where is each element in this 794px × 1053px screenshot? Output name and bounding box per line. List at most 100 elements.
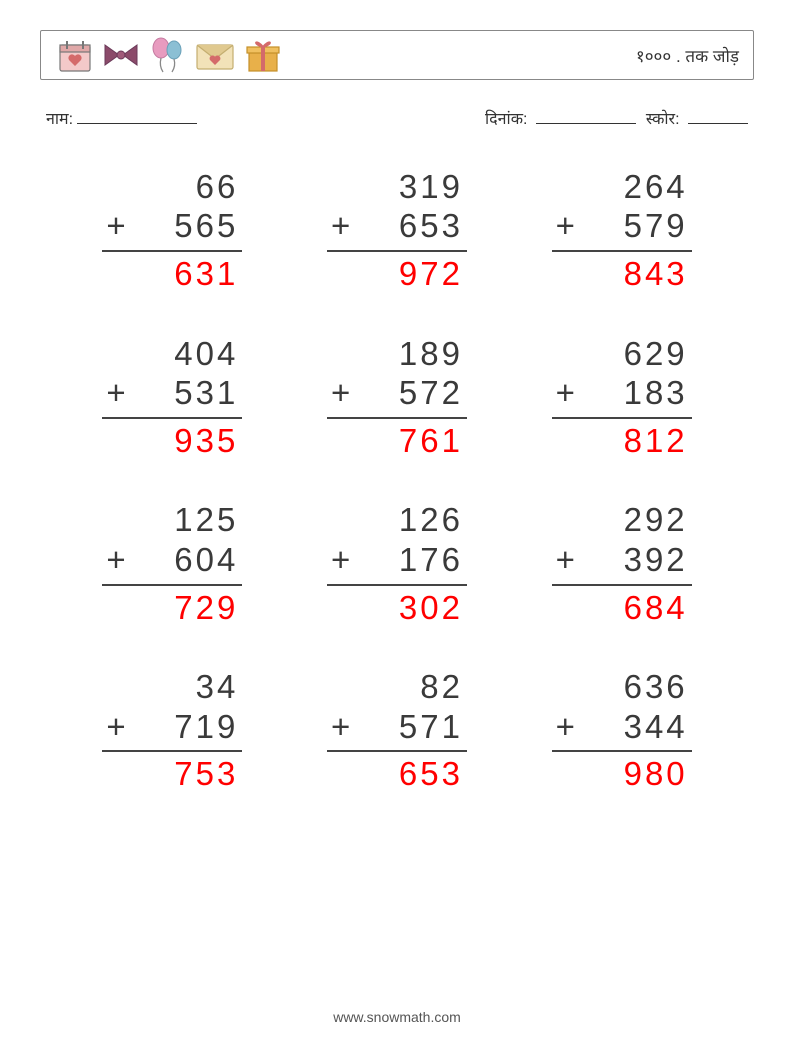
problem: 264+579843 [552, 167, 692, 294]
worksheet-title: १००० . तक जोड़ [636, 44, 739, 67]
operator: + [106, 206, 128, 246]
date-blank[interactable] [536, 106, 636, 124]
operator: + [556, 206, 578, 246]
problem: 34+719 753 [102, 667, 242, 794]
rule-line [552, 750, 692, 752]
addend-b: 344 [624, 708, 688, 745]
rule-line [327, 584, 467, 586]
operator: + [331, 373, 353, 413]
problem: 126+176 302 [327, 500, 467, 627]
addend-b-row: +176 [327, 540, 467, 580]
addend-a: 404 [102, 334, 242, 374]
addend-a: 82 [327, 667, 467, 707]
addend-b: 579 [624, 207, 688, 244]
operator: + [106, 373, 128, 413]
problem: 189+572 761 [327, 334, 467, 461]
name-label: नाम: [46, 107, 73, 129]
addend-a: 66 [102, 167, 242, 207]
addend-a: 34 [102, 667, 242, 707]
answer: 753 [102, 754, 242, 794]
problem: 636+344 980 [552, 667, 692, 794]
addend-b-row: +531 [102, 373, 242, 413]
rule-line [552, 250, 692, 252]
answer: 980 [552, 754, 692, 794]
problem: 319+653 972 [327, 167, 467, 294]
balloons-icon [147, 35, 187, 75]
rule-line [327, 250, 467, 252]
problem: 125+604 729 [102, 500, 242, 627]
rule-line [102, 417, 242, 419]
addend-a: 292 [552, 500, 692, 540]
problem: 292+392 684 [552, 500, 692, 627]
addend-b: 572 [399, 374, 463, 411]
addend-b: 183 [624, 374, 688, 411]
addend-b-row: +653 [327, 206, 467, 246]
score-field: स्कोर: [646, 106, 748, 129]
addend-b: 653 [399, 207, 463, 244]
gift-icon [243, 35, 283, 75]
problem: 629+183 812 [552, 334, 692, 461]
operator: + [556, 540, 578, 580]
addend-a: 126 [327, 500, 467, 540]
addend-a: 629 [552, 334, 692, 374]
operator: + [556, 707, 578, 747]
date-label: दिनांक: [485, 111, 527, 128]
date-field: दिनांक: [485, 106, 636, 129]
addend-b: 565 [174, 207, 238, 244]
envelope-heart-icon [193, 35, 237, 75]
problem: 66+565 631 [102, 167, 242, 294]
addend-b: 531 [174, 374, 238, 411]
answer: 935 [102, 421, 242, 461]
rule-line [102, 250, 242, 252]
addend-b-row: +579 [552, 206, 692, 246]
header-box: १००० . तक जोड़ [40, 30, 754, 80]
operator: + [106, 707, 128, 747]
rule-line [327, 750, 467, 752]
addend-a: 319 [327, 167, 467, 207]
addend-b: 719 [174, 708, 238, 745]
meta-row: नाम: दिनांक: स्कोर: [40, 106, 754, 137]
problem: 404+531 935 [102, 334, 242, 461]
operator: + [106, 540, 128, 580]
addend-b: 176 [399, 541, 463, 578]
answer: 631 [102, 254, 242, 294]
footer-url: www.snowmath.com [0, 1009, 794, 1025]
operator: + [331, 206, 353, 246]
addend-b-row: +392 [552, 540, 692, 580]
name-field: नाम: [46, 106, 197, 129]
addend-b-row: +183 [552, 373, 692, 413]
rule-line [552, 417, 692, 419]
answer: 729 [102, 588, 242, 628]
addend-b-row: +572 [327, 373, 467, 413]
addend-a: 189 [327, 334, 467, 374]
addend-a: 125 [102, 500, 242, 540]
bow-icon [101, 35, 141, 75]
addend-b: 604 [174, 541, 238, 578]
answer: 302 [327, 588, 467, 628]
addend-b: 571 [399, 708, 463, 745]
addend-b-row: +565 [102, 206, 242, 246]
answer: 761 [327, 421, 467, 461]
addend-a: 636 [552, 667, 692, 707]
worksheet-page: १००० . तक जोड़ नाम: दिनांक: स्कोर: 66+56… [0, 0, 794, 1053]
answer: 812 [552, 421, 692, 461]
addend-b-row: +604 [102, 540, 242, 580]
name-blank[interactable] [77, 106, 197, 124]
header-icons [55, 35, 283, 75]
problems-grid: 66+565631319+653972264+579843404+5319351… [40, 137, 754, 794]
answer: 653 [327, 754, 467, 794]
rule-line [102, 750, 242, 752]
problem: 82+571 653 [327, 667, 467, 794]
rule-line [552, 584, 692, 586]
answer: 684 [552, 588, 692, 628]
score-blank[interactable] [688, 106, 748, 124]
operator: + [556, 373, 578, 413]
answer: 972 [327, 254, 467, 294]
addend-b-row: +719 [102, 707, 242, 747]
calendar-heart-icon [55, 35, 95, 75]
operator: + [331, 707, 353, 747]
answer: 843 [552, 254, 692, 294]
score-label: स्कोर: [646, 111, 680, 128]
addend-b: 392 [624, 541, 688, 578]
rule-line [327, 417, 467, 419]
